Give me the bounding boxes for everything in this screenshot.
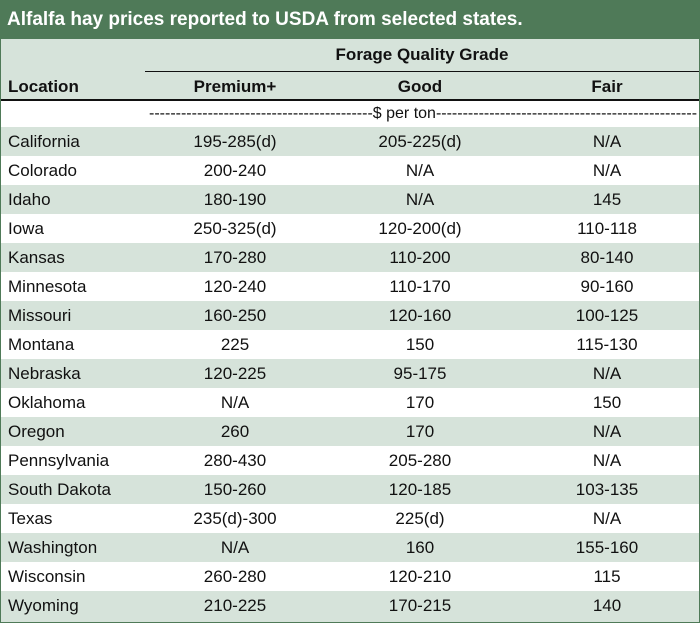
table-row: Iowa 250-325(d) 120-200(d) 110-118 — [1, 214, 699, 243]
cell-location: South Dakota — [8, 480, 112, 499]
table-row: Nebraska 120-225 95-175 N/A — [1, 359, 699, 388]
cell-location: Iowa — [8, 219, 44, 238]
cell-fair: 140 — [592, 596, 622, 615]
cell-fair: N/A — [592, 451, 622, 470]
cell-location: Oregon — [8, 422, 65, 441]
cell-premium: 210-225 — [203, 596, 267, 615]
cell-premium: 160-250 — [203, 306, 267, 325]
table-row: Oklahoma N/A 170 150 — [1, 388, 699, 417]
cell-location: Kansas — [8, 248, 65, 267]
cell-good: 120-210 — [388, 567, 452, 586]
column-header-premium: Premium+ — [193, 77, 277, 96]
unit-label: ----------------------------------------… — [149, 105, 698, 122]
table-row: Wyoming 210-225 170-215 140 — [1, 591, 699, 620]
column-header-good: Good — [397, 77, 443, 96]
table-row: California 195-285(d) 205-225(d) N/A — [1, 127, 699, 156]
table-header: Forage Quality Grade Location Premium+ G… — [1, 39, 699, 101]
table-row: Missouri 160-250 120-160 100-125 — [1, 301, 699, 330]
table-row: Washington N/A 160 155-160 — [1, 533, 699, 562]
cell-location: Minnesota — [8, 277, 87, 296]
cell-good: 170-215 — [388, 596, 452, 615]
cell-premium: N/A — [220, 538, 250, 557]
cell-good: 110-170 — [389, 277, 451, 296]
cell-good: 205-225(d) — [378, 132, 462, 151]
cell-location: Pennsylvania — [8, 451, 110, 470]
cell-fair: 115-130 — [576, 335, 638, 354]
cell-fair: 100-125 — [575, 306, 639, 325]
cell-location: Montana — [8, 335, 75, 354]
cell-fair: N/A — [592, 422, 622, 441]
cell-location: California — [8, 132, 80, 151]
cell-premium: 260 — [220, 422, 250, 441]
column-header-fair: Fair — [591, 77, 623, 96]
table-title: Alfalfa hay prices reported to USDA from… — [1, 1, 699, 39]
cell-fair: 115 — [593, 567, 621, 586]
cell-location: Texas — [8, 509, 53, 528]
cell-good: 110-200 — [389, 248, 451, 267]
table-row: Oregon 260 170 N/A — [1, 417, 699, 446]
cell-fair: 90-160 — [580, 277, 634, 296]
cell-location: Missouri — [8, 306, 72, 325]
group-header: Forage Quality Grade — [335, 45, 509, 64]
table-row: Wisconsin 260-280 120-210 115 — [1, 562, 699, 591]
cell-good: 160 — [405, 538, 435, 557]
cell-fair: N/A — [592, 161, 622, 180]
table-row: Minnesota 120-240 110-170 90-160 — [1, 272, 699, 301]
table-row: Kansas 170-280 110-200 80-140 — [1, 243, 699, 272]
cell-fair: 110-118 — [577, 219, 637, 238]
cell-location: Washington — [8, 538, 98, 557]
cell-good: 95-175 — [393, 364, 447, 383]
unit-row: ----------------------------------------… — [1, 101, 699, 127]
cell-premium: 195-285(d) — [193, 132, 277, 151]
cell-good: 120-200(d) — [378, 219, 462, 238]
cell-location: Nebraska — [8, 364, 81, 383]
cell-good: 205-280 — [388, 451, 452, 470]
cell-fair: 145 — [592, 190, 622, 209]
cell-good: 120-185 — [388, 480, 452, 499]
cell-fair: N/A — [592, 132, 622, 151]
cell-good: 170 — [405, 393, 435, 412]
cell-fair: N/A — [592, 364, 622, 383]
table-row: South Dakota 150-260 120-185 103-135 — [1, 475, 699, 504]
cell-good: 170 — [405, 422, 435, 441]
cell-fair: 155-160 — [575, 538, 639, 557]
cell-fair: N/A — [592, 509, 622, 528]
cell-premium: 120-240 — [203, 277, 267, 296]
cell-location: Wyoming — [8, 596, 79, 615]
cell-location: Wisconsin — [8, 567, 86, 586]
cell-premium: 235(d)-300 — [193, 509, 277, 528]
cell-premium: 250-325(d) — [193, 219, 277, 238]
table-row: Pennsylvania 280-430 205-280 N/A — [1, 446, 699, 475]
cell-premium: 120-225 — [203, 364, 267, 383]
cell-premium: 150-260 — [203, 480, 267, 499]
header-rule — [1, 99, 699, 101]
cell-fair: 150 — [592, 393, 622, 412]
cell-location: Colorado — [8, 161, 77, 180]
table-row: Montana 225 150 115-130 — [1, 330, 699, 359]
table-body: California 195-285(d) 205-225(d) N/A Colorad… — [1, 127, 699, 620]
group-header-rule — [145, 71, 699, 72]
cell-premium: 200-240 — [203, 161, 267, 180]
cell-good: N/A — [405, 161, 435, 180]
cell-premium: 260-280 — [203, 567, 267, 586]
cell-location: Idaho — [8, 190, 51, 209]
cell-location: Oklahoma — [8, 393, 86, 412]
cell-good: 225(d) — [395, 509, 445, 528]
table-row: Texas 235(d)-300 225(d) N/A — [1, 504, 699, 533]
cell-fair: 103-135 — [575, 480, 639, 499]
table-row: Idaho 180-190 N/A 145 — [1, 185, 699, 214]
cell-premium: 280-430 — [203, 451, 267, 470]
cell-premium: 180-190 — [203, 190, 267, 209]
cell-good: N/A — [405, 190, 435, 209]
cell-fair: 80-140 — [580, 248, 634, 267]
column-header-location: Location — [8, 77, 79, 96]
cell-good: 120-160 — [388, 306, 452, 325]
cell-good: 150 — [405, 335, 435, 354]
cell-premium: 170-280 — [203, 248, 267, 267]
cell-premium: N/A — [220, 393, 250, 412]
table-row: Colorado 200-240 N/A N/A — [1, 156, 699, 185]
cell-premium: 225 — [220, 335, 250, 354]
